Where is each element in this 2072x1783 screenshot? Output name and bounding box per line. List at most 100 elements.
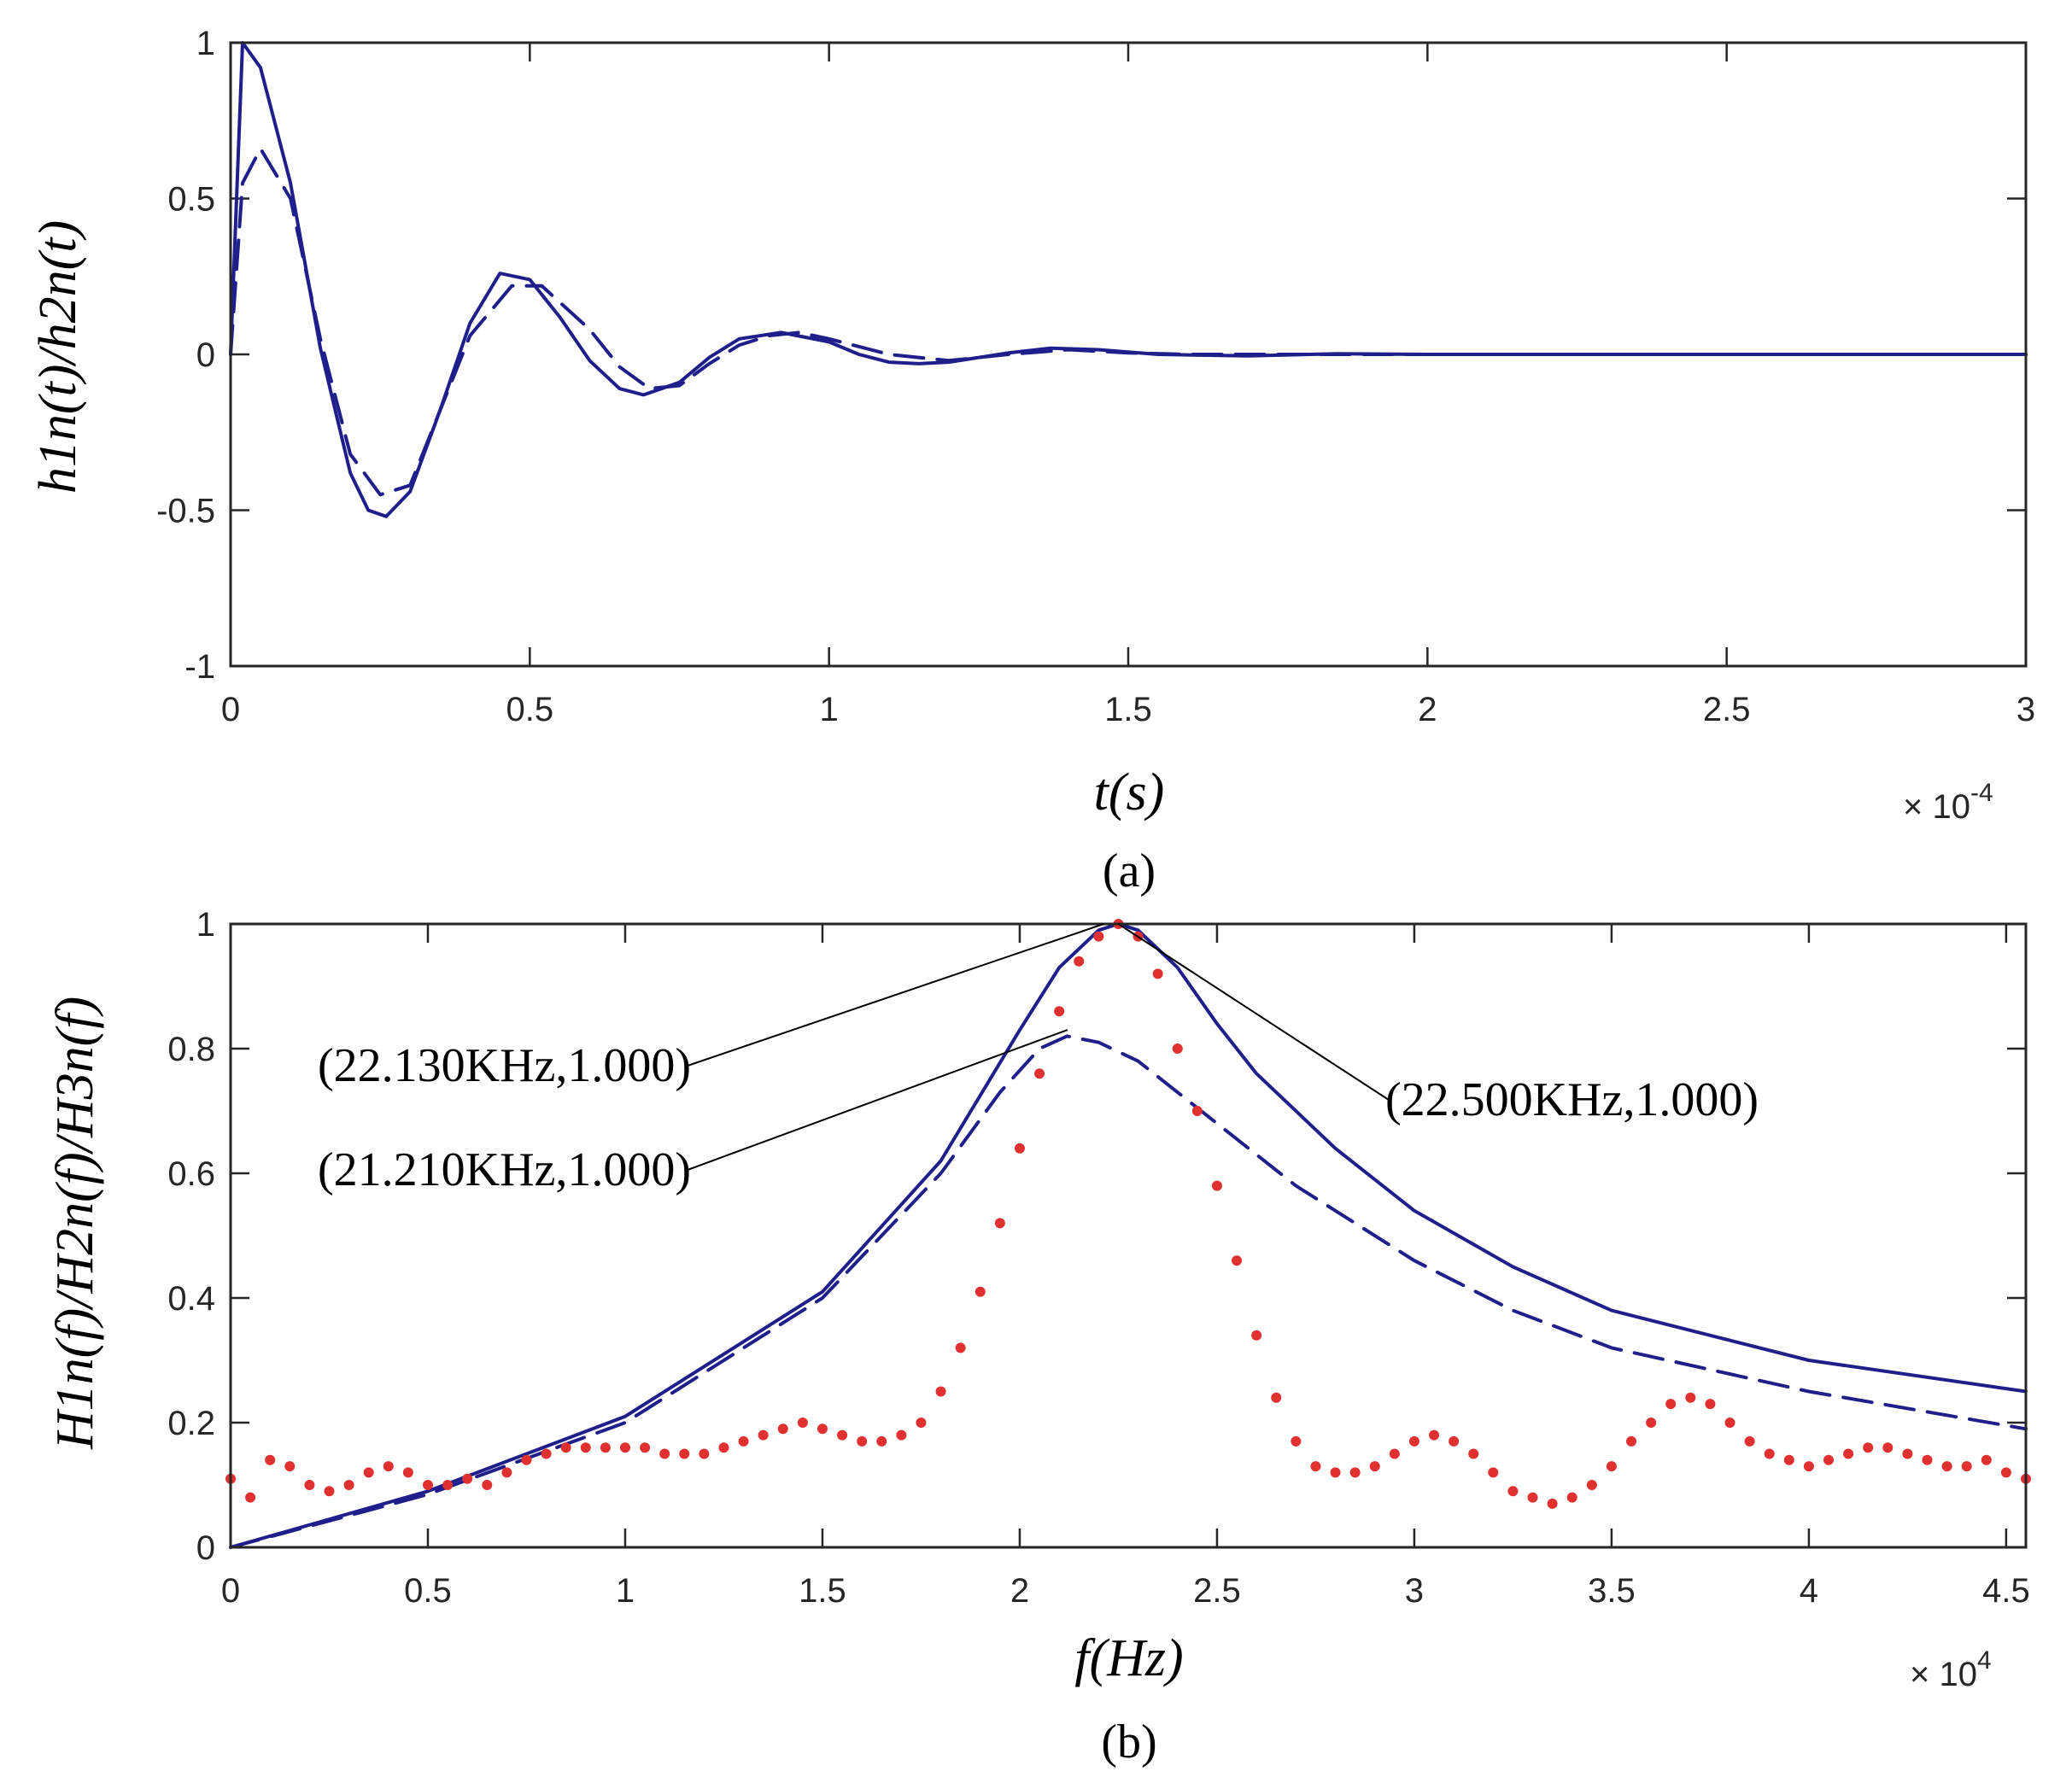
annotation-22130-label: (22.130KHz,1.000) (318, 1039, 691, 1092)
chart-b-point-h3n-f (284, 1461, 296, 1472)
chart-b-point-h3n-f (718, 1442, 729, 1453)
chart-b-point-h3n-f (1034, 1068, 1045, 1079)
chart-b-point-h3n-f (580, 1442, 591, 1453)
chart-b-point-h3n-f (541, 1448, 552, 1459)
chart-b-point-h3n-f (1685, 1392, 1696, 1403)
chart-b-annotations: (22.130KHz,1.000) (21.210KHz,1.000) (22.… (318, 923, 1759, 1196)
chart-b-x-tick-label: 3.5 (1588, 1572, 1636, 1610)
chart-b-point-h3n-f (245, 1492, 256, 1503)
chart-b-point-h3n-f (304, 1480, 315, 1490)
annotation-21210-leader (687, 1029, 1068, 1171)
chart-b-point-h3n-f (975, 1286, 986, 1297)
chart-a-x-tick-label: 0 (221, 691, 240, 728)
chart-a-x-tick-labels: 0 0.5 1 1.5 2 2.5 3 (221, 691, 2035, 728)
chart-b-point-h3n-f (1764, 1448, 1775, 1459)
chart-b-y-tick-label: 0.6 (167, 1155, 215, 1193)
chart-a-x-tick-label: 1 (820, 691, 839, 728)
chart-b-point-h3n-f (837, 1429, 848, 1441)
chart-b-point-h3n-f (1744, 1435, 1755, 1447)
chart-b-point-h3n-f (1566, 1492, 1577, 1503)
chart-b-point-h3n-f (1705, 1399, 1716, 1410)
chart-b-caption: (b) (1101, 1716, 1156, 1768)
chart-b-point-h3n-f (1665, 1399, 1677, 1410)
chart-b-point-h3n-f (1330, 1467, 1341, 1478)
chart-b-point-h3n-f (1429, 1429, 1440, 1441)
chart-b-point-h3n-f (1191, 1106, 1203, 1116)
chart-a-y-tick-label: -1 (184, 648, 215, 686)
chart-a-x-tick-label: 3 (2016, 691, 2035, 728)
chart-b-point-h3n-f (1369, 1461, 1380, 1472)
chart-b-point-h3n-f (1783, 1454, 1794, 1465)
chart-b-point-h3n-f (758, 1429, 769, 1441)
chart-a-y-tick-labels: -1 -0.5 0 0.5 1 (156, 25, 215, 686)
chart-b-point-h3n-f (422, 1480, 433, 1490)
chart-b-point-h3n-f (1152, 968, 1163, 979)
chart-b-point-h3n-f (324, 1486, 335, 1497)
chart-b-point-h3n-f (1646, 1418, 1657, 1428)
chart-b-point-h3n-f (1014, 1143, 1025, 1154)
chart-b-point-h3n-f (1902, 1448, 1913, 1459)
chart-b: 0 0.5 1 1.5 2 2.5 3 3.5 4 4.5 0 0.2 0.4 0.6 0.8 1 (22.… (46, 906, 2031, 1768)
annotation-22130-leader (687, 923, 1104, 1067)
chart-b-x-tick-labels: 0 0.5 1 1.5 2 2.5 3 3.5 4 4.5 (221, 1572, 2030, 1610)
chart-b-point-h3n-f (1606, 1461, 1617, 1472)
chart-b-point-h3n-f (560, 1442, 571, 1453)
chart-b-point-h3n-f (1803, 1461, 1814, 1472)
chart-b-point-h3n-f (619, 1442, 630, 1453)
annotation-22500-leader (1117, 923, 1390, 1101)
chart-b-point-h3n-f (521, 1454, 532, 1465)
chart-b-y-tick-label: 0.4 (167, 1280, 215, 1318)
chart-b-point-h3n-f (1724, 1418, 1735, 1428)
chart-b-point-h3n-f (1310, 1461, 1321, 1472)
chart-b-x-tick-label: 2 (1010, 1572, 1029, 1610)
chart-b-y-tick-label: 0 (196, 1529, 215, 1567)
annotation-22500-label: (22.500KHz,1.000) (1385, 1073, 1759, 1126)
chart-b-point-h3n-f (482, 1480, 493, 1490)
chart-b-point-h3n-f (738, 1435, 749, 1447)
chart-b-point-h3n-f (1449, 1435, 1460, 1447)
chart-b-point-h3n-f (442, 1480, 454, 1490)
chart-b-point-h3n-f (935, 1386, 946, 1397)
chart-b-point-h3n-f (1468, 1448, 1479, 1459)
chart-b-point-h3n-f (1172, 1043, 1183, 1054)
chart-b-point-h3n-f (1271, 1392, 1282, 1403)
chart-b-point-h3n-f (265, 1454, 276, 1465)
chart-a-x-tick-label: 2.5 (1703, 691, 1751, 728)
chart-b-point-h3n-f (640, 1442, 651, 1453)
chart-b-point-h3n-f (1922, 1454, 1933, 1465)
chart-b-point-h3n-f (777, 1423, 788, 1435)
chart-b-point-h3n-f (857, 1435, 868, 1447)
chart-b-x-tick-label: 1.5 (799, 1572, 846, 1610)
chart-b-point-h3n-f (1054, 1006, 1065, 1017)
chart-a-x-tick-label: 2 (1418, 691, 1437, 728)
chart-a-y-tick-label: 1 (196, 25, 215, 62)
chart-a: 0 0.5 1 1.5 2 2.5 3 -1 -0.5 0 0.5 1 t(s) h1n(t)/h2… (29, 25, 2035, 897)
chart-b-point-h3n-f (600, 1442, 611, 1453)
chart-b-y-tick-label: 1 (196, 906, 215, 944)
chart-b-series-h3n-f (225, 919, 2031, 1509)
chart-b-series-h2n-f (229, 1034, 2028, 1549)
chart-a-series-h2n-t (229, 147, 2028, 497)
chart-b-x-tick-label: 1 (616, 1572, 635, 1610)
chart-a-y-tick-label: 0.5 (167, 181, 215, 219)
chart-a-caption: (a) (1103, 845, 1156, 897)
chart-a-x-axis-label: t(s) (1094, 763, 1165, 821)
chart-a-y-tick-label: -0.5 (156, 493, 215, 530)
annotation-21210-label: (21.210KHz,1.000) (318, 1143, 691, 1196)
chart-b-x-tick-label: 4 (1800, 1572, 1818, 1610)
chart-b-y-tick-label: 0.2 (167, 1405, 215, 1442)
chart-a-x-exponent-power: -4 (1970, 779, 1993, 807)
chart-a-axes-frame (229, 41, 2028, 668)
chart-b-point-h3n-f (1586, 1480, 1597, 1490)
chart-b-axes-frame (229, 922, 2028, 1549)
chart-b-point-h3n-f (402, 1467, 413, 1478)
chart-a-y-tick-label: 0 (196, 336, 215, 374)
chart-b-point-h3n-f (1547, 1498, 1558, 1509)
chart-b-x-tick-label: 0.5 (404, 1572, 452, 1610)
chart-b-point-h3n-f (797, 1418, 808, 1428)
chart-b-point-h3n-f (383, 1461, 394, 1472)
chart-b-point-h3n-f (679, 1448, 690, 1459)
chart-b-x-tick-label: 4.5 (1982, 1572, 2030, 1610)
chart-b-point-h3n-f (1626, 1435, 1637, 1447)
